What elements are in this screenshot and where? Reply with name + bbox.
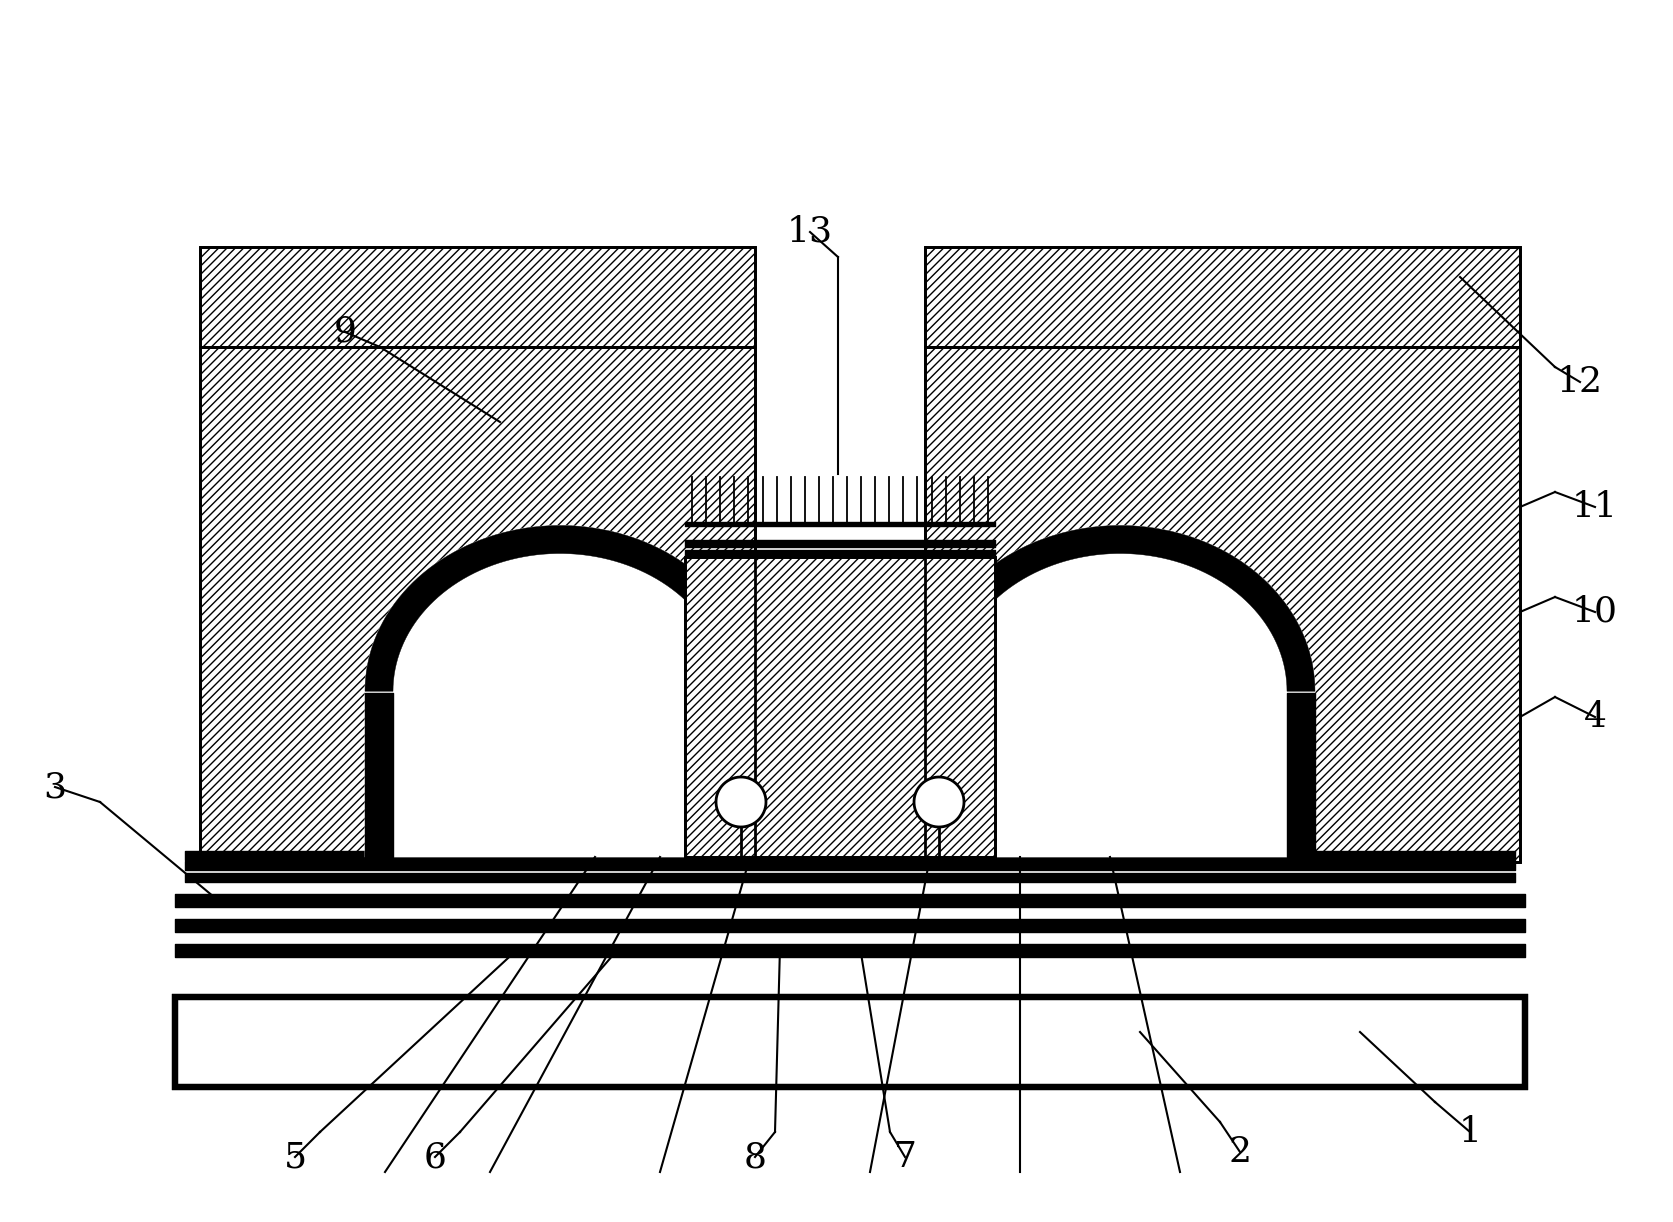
- Text: 5: 5: [283, 1140, 306, 1174]
- Text: 11: 11: [1573, 490, 1618, 524]
- Text: 12: 12: [1558, 365, 1603, 400]
- Polygon shape: [925, 525, 1315, 857]
- Text: 13: 13: [786, 215, 833, 249]
- Polygon shape: [716, 777, 766, 827]
- Polygon shape: [925, 525, 1315, 692]
- Text: 1: 1: [1459, 1114, 1482, 1149]
- Polygon shape: [913, 777, 964, 827]
- Text: 10: 10: [1573, 595, 1618, 629]
- Polygon shape: [365, 525, 755, 692]
- Text: 8: 8: [743, 1140, 766, 1174]
- Polygon shape: [201, 247, 755, 347]
- Polygon shape: [925, 347, 1521, 862]
- Text: 7: 7: [893, 1140, 917, 1174]
- Text: 3: 3: [43, 770, 67, 804]
- Polygon shape: [925, 247, 1521, 347]
- Polygon shape: [201, 347, 755, 862]
- Text: 4: 4: [1584, 700, 1606, 734]
- Text: 6: 6: [423, 1140, 447, 1174]
- Text: 9: 9: [333, 315, 356, 349]
- Polygon shape: [365, 525, 755, 857]
- Polygon shape: [181, 1002, 1521, 1081]
- Text: 2: 2: [1228, 1135, 1251, 1169]
- Polygon shape: [684, 557, 995, 857]
